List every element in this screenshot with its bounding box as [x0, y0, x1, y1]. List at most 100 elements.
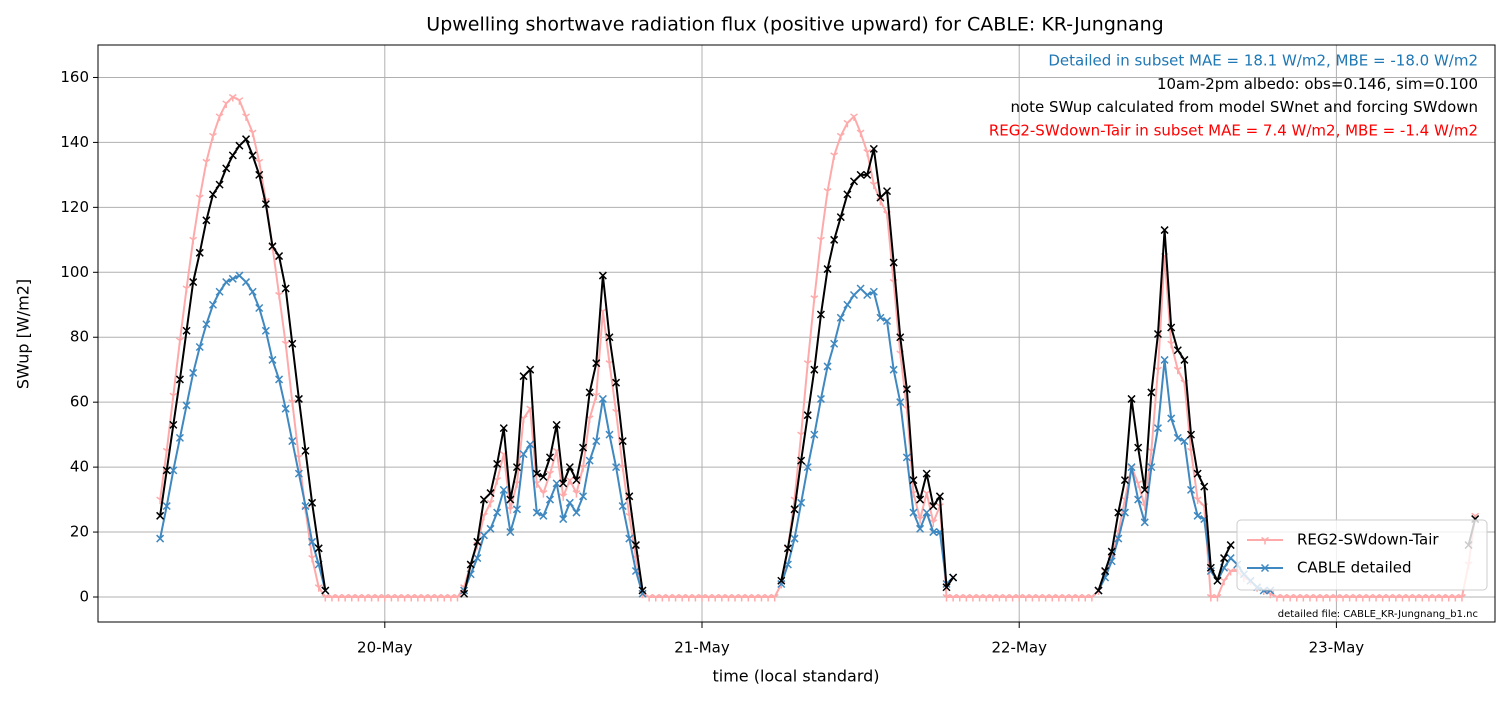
marker — [545, 453, 555, 462]
marker — [836, 313, 845, 322]
marker — [810, 430, 819, 439]
marker — [539, 489, 548, 498]
marker — [175, 375, 184, 384]
x-tick-label: 23-May — [1309, 639, 1365, 657]
marker — [1200, 482, 1209, 491]
marker — [182, 401, 191, 410]
marker — [883, 187, 892, 196]
marker — [288, 339, 297, 348]
marker — [512, 505, 521, 514]
marker — [869, 144, 878, 153]
marker — [235, 97, 244, 105]
marker — [479, 495, 488, 504]
marker — [1087, 593, 1096, 602]
marker — [288, 399, 297, 407]
marker — [268, 355, 277, 364]
marker — [215, 180, 224, 189]
marker — [797, 498, 806, 507]
marker — [1173, 366, 1182, 375]
marker — [301, 502, 310, 511]
marker — [215, 113, 224, 121]
marker — [493, 508, 502, 517]
marker — [929, 519, 938, 527]
marker — [935, 492, 944, 501]
marker — [883, 316, 892, 326]
marker — [843, 190, 852, 199]
marker — [466, 560, 475, 569]
marker — [275, 375, 284, 384]
marker — [261, 200, 270, 209]
marker — [929, 528, 938, 537]
marker — [208, 190, 218, 199]
marker — [625, 492, 634, 501]
marker — [598, 394, 607, 403]
marker — [585, 456, 594, 465]
marker — [195, 248, 204, 257]
marker — [228, 93, 237, 102]
marker — [869, 181, 878, 190]
marker — [486, 499, 495, 508]
marker — [856, 170, 865, 179]
marker — [790, 534, 799, 543]
marker — [1120, 476, 1129, 485]
marker — [565, 476, 574, 485]
marker — [512, 463, 521, 472]
marker — [869, 287, 878, 296]
marker — [222, 100, 231, 108]
x-tick-label: 22-May — [991, 639, 1047, 657]
marker — [473, 537, 482, 546]
marker — [156, 511, 165, 520]
marker — [519, 450, 528, 459]
marker — [631, 566, 640, 576]
marker — [519, 372, 528, 381]
marker — [202, 216, 211, 225]
marker — [909, 508, 918, 517]
marker — [803, 463, 812, 472]
marker — [889, 258, 898, 267]
annotation: note SWup calculated from model SWnet an… — [1010, 98, 1478, 116]
marker — [228, 151, 237, 160]
marker — [1114, 508, 1123, 517]
marker — [810, 365, 819, 374]
marker — [922, 508, 931, 517]
marker — [1193, 496, 1202, 505]
chart-title: Upwelling shortwave radiation flux (posi… — [426, 14, 1163, 36]
marker — [1134, 495, 1143, 504]
marker — [929, 502, 938, 511]
marker — [592, 359, 601, 368]
y-tick-label: 20 — [70, 523, 89, 541]
marker — [314, 584, 323, 592]
marker — [162, 502, 171, 511]
marker — [1186, 430, 1196, 439]
marker — [1193, 469, 1202, 478]
marker — [1206, 563, 1215, 572]
marker — [248, 151, 257, 160]
marker — [770, 593, 779, 602]
annotation: REG2-SWdown-Tair in subset MAE = 7.4 W/m… — [989, 121, 1478, 139]
y-tick-label: 60 — [70, 393, 89, 411]
marker — [849, 290, 859, 300]
marker — [850, 113, 858, 121]
marker — [1107, 547, 1116, 556]
marker — [486, 524, 495, 533]
marker — [612, 378, 621, 387]
marker — [949, 573, 958, 582]
marker — [823, 362, 832, 371]
marker — [889, 365, 898, 374]
marker — [849, 177, 859, 186]
marker — [876, 193, 885, 202]
y-axis-label: SWup [W/m2] — [14, 279, 33, 389]
marker — [281, 340, 290, 349]
marker — [916, 495, 925, 504]
marker — [169, 392, 178, 401]
marker — [863, 170, 872, 179]
marker — [1213, 593, 1222, 602]
marker — [195, 342, 204, 352]
marker — [209, 132, 217, 141]
marker — [605, 333, 614, 342]
y-tick-label: 120 — [60, 198, 89, 216]
marker — [1213, 576, 1222, 585]
marker — [248, 129, 257, 138]
marker — [1186, 485, 1196, 494]
